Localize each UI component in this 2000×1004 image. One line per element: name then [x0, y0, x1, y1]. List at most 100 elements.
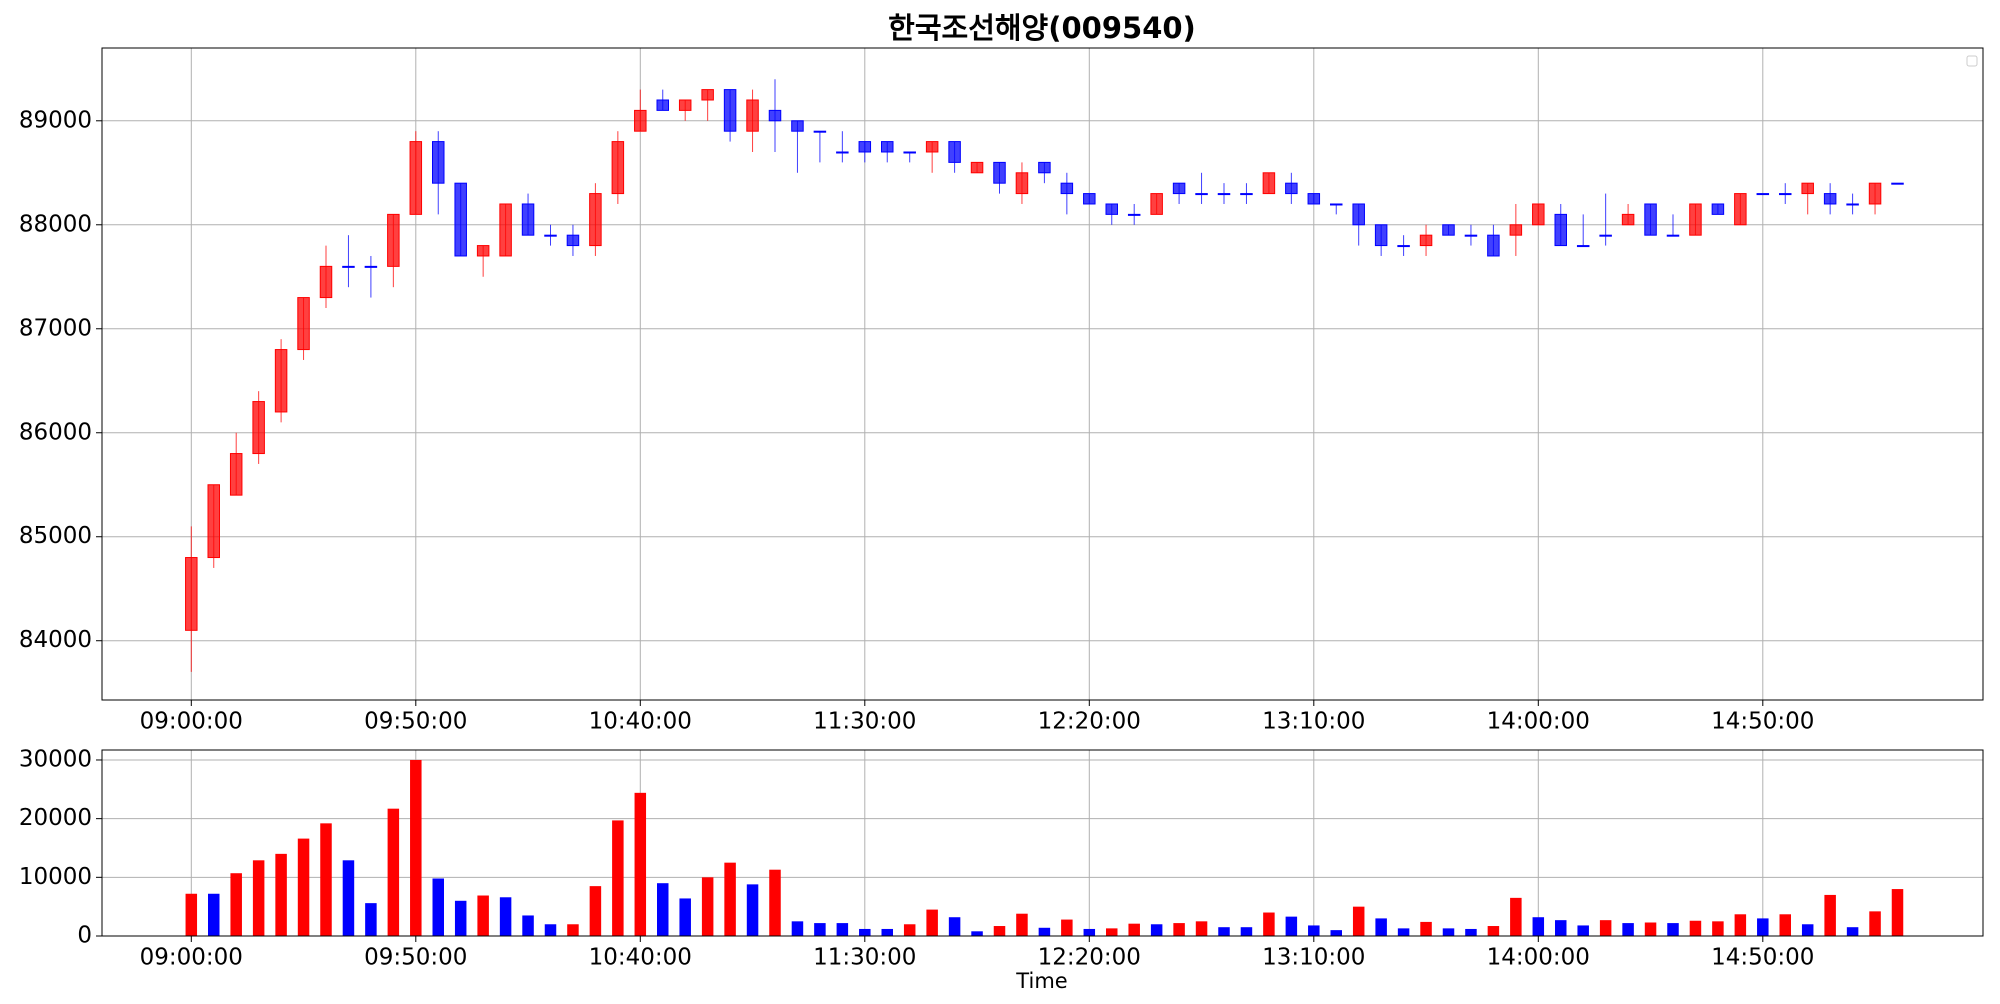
volume-bar — [567, 924, 579, 936]
volume-bar — [612, 820, 624, 936]
candle-body — [1195, 193, 1208, 196]
volume-bar — [544, 924, 557, 936]
volume-bar — [1442, 928, 1455, 936]
volume-bar — [1375, 918, 1387, 936]
volume-bar — [1599, 920, 1612, 936]
candle-body — [1868, 182, 1882, 205]
candle-body — [678, 99, 692, 111]
volume-bar — [634, 792, 647, 936]
volume-bar — [432, 878, 444, 936]
volume-bar — [1801, 924, 1814, 936]
chart-title: 한국조선해양(009540) — [888, 11, 1196, 45]
candle-body — [1330, 203, 1343, 206]
candle-body — [1779, 193, 1792, 196]
volume-bar — [701, 877, 714, 936]
volume-bar — [1757, 918, 1769, 936]
volume-bar — [1308, 925, 1320, 936]
candle-body — [1487, 234, 1500, 257]
volume-bar — [499, 897, 512, 936]
candle-body — [768, 109, 782, 122]
candle-body — [1756, 193, 1770, 196]
x-tick-label: 11:30:00 — [813, 945, 916, 971]
candle-body — [387, 213, 400, 267]
volume-bar — [1622, 923, 1634, 936]
candle-body — [566, 234, 580, 247]
candle-body — [1150, 193, 1163, 215]
candle-body — [1038, 161, 1051, 174]
candle-body — [1711, 203, 1725, 215]
candle-body — [1846, 203, 1859, 206]
volume-bar — [657, 883, 669, 936]
candle-body — [970, 161, 984, 174]
candle-body — [634, 109, 647, 132]
volume-bar — [1644, 922, 1657, 936]
candle-body — [1397, 245, 1410, 248]
candle-body — [813, 130, 827, 133]
volume-bar — [679, 898, 691, 936]
volume-bar — [1173, 923, 1185, 936]
volume-bar — [1712, 921, 1724, 936]
y-tick-label: 89000 — [19, 107, 92, 133]
volume-bar — [971, 931, 983, 936]
x-tick-label: 10:40:00 — [589, 709, 692, 735]
volume-bar — [208, 893, 220, 936]
volume-bar — [724, 862, 736, 936]
candle-body — [432, 141, 445, 184]
candle-body — [701, 89, 714, 101]
candle-body — [1307, 193, 1321, 205]
volume-bar — [1577, 925, 1589, 936]
volume-bar — [1330, 930, 1342, 936]
volume-bar — [1128, 923, 1140, 936]
candle-body — [1262, 172, 1276, 195]
candle-body — [589, 193, 602, 247]
volume-bar — [589, 886, 602, 936]
volume-bar — [1218, 927, 1230, 936]
volume-bar — [1397, 928, 1410, 936]
x-tick-label: 09:00:00 — [140, 945, 243, 971]
y-tick-label: 86000 — [19, 419, 92, 445]
candle-body — [297, 297, 310, 351]
plot-frame — [101, 47, 1984, 701]
candle-body — [1666, 234, 1680, 237]
candle-body — [1419, 234, 1433, 247]
candle-body — [1352, 203, 1365, 226]
candle-body — [1509, 224, 1523, 236]
volume-bar — [1061, 919, 1073, 936]
volume-bar — [275, 853, 287, 936]
candle-body — [948, 141, 961, 163]
candle-body — [1823, 193, 1837, 205]
candle-body — [274, 349, 288, 413]
y-tick-label: 0 — [77, 923, 92, 949]
y-tick-label: 88000 — [19, 211, 92, 237]
candle-body — [319, 265, 333, 299]
candle-body — [1689, 203, 1702, 236]
y-tick-label: 84000 — [19, 627, 92, 653]
y-tick-label: 20000 — [19, 805, 92, 831]
candle-body — [1576, 245, 1590, 248]
candle-body — [342, 265, 355, 268]
candle-body — [723, 89, 737, 132]
x-tick-label: 09:50:00 — [364, 945, 467, 971]
candle-body — [1060, 182, 1074, 195]
candle-body — [185, 557, 198, 631]
candle-body — [925, 141, 939, 153]
candle-body — [1374, 224, 1388, 247]
candle-body — [836, 151, 849, 154]
candle-body — [611, 141, 625, 195]
volume-bar — [1487, 926, 1500, 936]
volume-bar — [1667, 923, 1679, 936]
candle-body — [746, 99, 759, 132]
candle-body — [1127, 213, 1141, 216]
volume-bar — [454, 900, 467, 936]
volume-bar — [1195, 921, 1208, 936]
candle-body — [1285, 182, 1298, 195]
candle-body — [656, 99, 669, 111]
candle-body — [1105, 203, 1118, 215]
candle-body — [499, 203, 512, 257]
y-tick-label: 87000 — [19, 315, 92, 341]
x-tick-label: 14:50:00 — [1711, 945, 1814, 971]
volume-bar — [342, 860, 355, 936]
volume-bar — [252, 860, 265, 936]
volume-bar — [1083, 928, 1096, 936]
